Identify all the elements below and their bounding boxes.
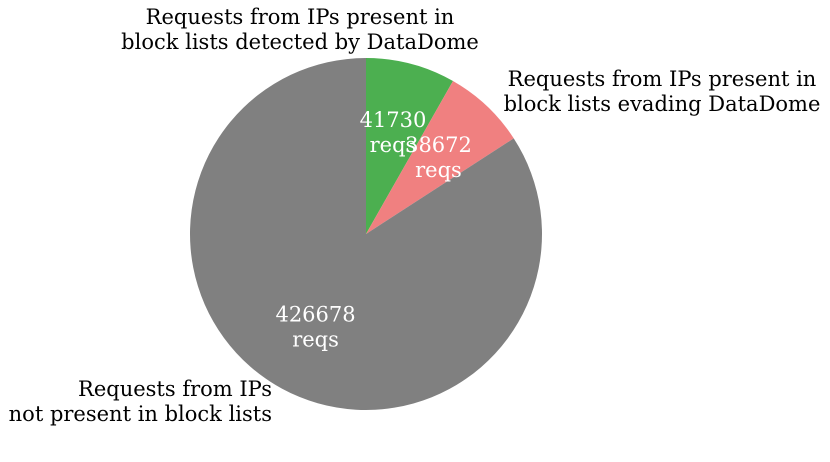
pie-value-label-3-line-2: reqs	[292, 328, 339, 352]
pie-category-label-3-line-1: Requests from IPs	[78, 377, 272, 401]
pie-value-label-3: 426678 reqs	[275, 303, 355, 352]
pie-value-label-3-line-1: 426678	[275, 303, 355, 327]
pie-category-label-3: Requests from IPs not present in block li…	[9, 377, 272, 426]
pie-category-label-1-line-2: block lists detected by DataDome	[121, 30, 479, 54]
pie-slice-2	[366, 81, 514, 234]
pie-slices	[189, 58, 542, 410]
pie-category-label-2: Requests from IPs present in block lists …	[504, 67, 821, 116]
pie-slice-1	[366, 58, 454, 234]
pie-category-label-2-line-2: block lists evading DataDome	[504, 92, 821, 116]
pie-slice-3	[189, 58, 542, 410]
pie-value-label-1: 41730 reqs	[360, 108, 427, 157]
pie-category-label-2-line-1: Requests from IPs present in	[508, 67, 817, 91]
pie-value-label-2: 38672 reqs	[405, 133, 472, 182]
pie-value-label-1-line-2: reqs	[370, 133, 417, 157]
pie-category-labels: Requests from IPs present in block lists …	[9, 5, 821, 426]
pie-value-label-2-line-1: 38672	[405, 133, 472, 157]
pie-category-label-1-line-1: Requests from IPs present in	[146, 5, 455, 29]
pie-value-label-1-line-1: 41730	[360, 108, 427, 132]
pie-category-label-3-line-2: not present in block lists	[9, 402, 272, 426]
pie-category-label-1: Requests from IPs present in block lists …	[121, 5, 479, 54]
pie-value-label-2-line-2: reqs	[415, 158, 462, 182]
